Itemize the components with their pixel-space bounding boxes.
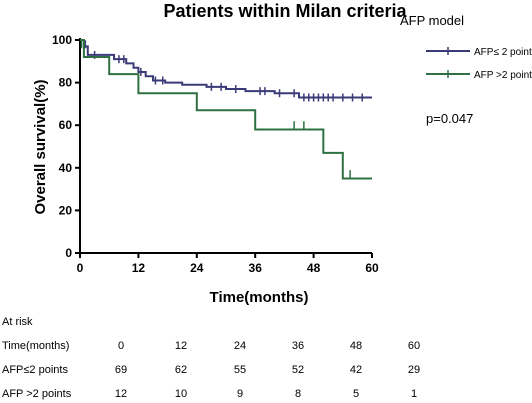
legend-label: AFP >2 points (474, 70, 532, 81)
y-tick-label: 20 (59, 203, 73, 217)
y-tick-label: 80 (59, 76, 73, 90)
chart-title: Patients within Milan criteria (163, 1, 407, 21)
risk-table-cell: 12 (115, 388, 127, 400)
risk-table-time-value: 12 (175, 340, 187, 352)
y-tick-label: 0 (65, 246, 72, 260)
x-tick-label: 0 (77, 261, 84, 275)
risk-table: At risk Time(months) 0 12 24 36 48 60 AFP≤2 poin… (2, 316, 420, 400)
legend: AFP≤ 2 points AFP >2 points (426, 47, 532, 81)
risk-table-time-value: 48 (350, 340, 362, 352)
series-2-curve (80, 39, 372, 180)
series-2 (80, 39, 372, 180)
legend-label: AFP≤ 2 points (474, 47, 532, 58)
legend-title: AFP model (400, 13, 464, 28)
p-value-annotation: p=0.047 (426, 111, 473, 126)
risk-table-time-label: Time(months) (2, 340, 69, 352)
risk-table-cell: 42 (350, 364, 362, 376)
x-tick-label: 48 (307, 261, 321, 275)
risk-table-header: At risk (2, 316, 33, 328)
risk-table-time-value: 24 (234, 340, 246, 352)
y-tick-label: 60 (59, 118, 73, 132)
risk-table-cell: 29 (408, 364, 420, 376)
y-tick-label: 40 (59, 161, 73, 175)
risk-table-cell: 52 (292, 364, 304, 376)
series-1-curve (80, 39, 372, 99)
series-layer (80, 39, 372, 180)
risk-table-row-label: AFP≤2 points (2, 364, 68, 376)
risk-table-cell: 1 (411, 388, 417, 400)
risk-table-cell: 10 (175, 388, 187, 400)
plot-axes: 0 20 40 60 80 100 0 12 24 36 48 60 (52, 33, 379, 275)
x-axis-title: Time(months) (210, 289, 309, 306)
x-tick-label: 12 (132, 261, 146, 275)
y-tick-label: 100 (52, 33, 72, 47)
risk-table-time-value: 36 (292, 340, 304, 352)
x-tick-label: 36 (249, 261, 263, 275)
x-tick-label: 24 (190, 261, 204, 275)
risk-table-cell: 5 (353, 388, 359, 400)
risk-table-row-label: AFP >2 points (2, 388, 72, 400)
x-tick-label: 60 (365, 261, 379, 275)
risk-table-time-value: 60 (408, 340, 420, 352)
series-1 (80, 39, 372, 102)
risk-table-cell: 62 (175, 364, 187, 376)
risk-table-cell: 69 (115, 364, 127, 376)
risk-table-cell: 9 (237, 388, 243, 400)
y-axis-title: Overall survival(%) (32, 79, 49, 214)
risk-table-time-value: 0 (118, 340, 124, 352)
risk-table-cell: 8 (295, 388, 301, 400)
risk-table-cell: 55 (234, 364, 246, 376)
